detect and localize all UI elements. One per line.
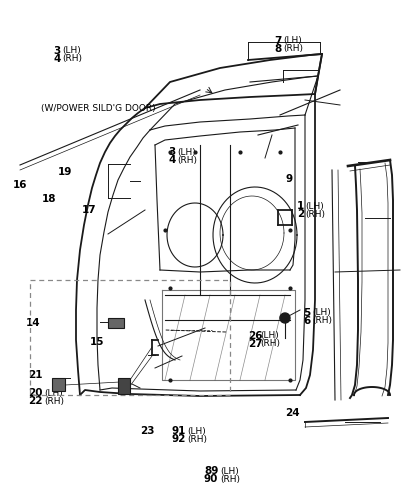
Bar	[52, 378, 65, 391]
Text: 16: 16	[13, 180, 28, 190]
Bar	[118, 378, 130, 394]
Text: 90: 90	[204, 474, 218, 484]
Text: 8: 8	[274, 44, 282, 54]
Text: 5: 5	[304, 308, 311, 318]
Text: 89: 89	[204, 466, 218, 476]
Text: (RH): (RH)	[312, 316, 332, 325]
Bar	[108, 318, 124, 328]
Text: 9: 9	[286, 174, 293, 184]
Text: 27: 27	[248, 339, 263, 349]
Text: 7: 7	[274, 36, 282, 46]
Text: (LH): (LH)	[305, 202, 324, 211]
Text: 15: 15	[90, 337, 104, 347]
Text: (RH): (RH)	[62, 54, 82, 63]
Text: (LH): (LH)	[283, 36, 302, 45]
Text: 92: 92	[171, 434, 186, 444]
Text: 4: 4	[53, 54, 60, 64]
Text: (RH): (RH)	[260, 339, 280, 348]
Text: (LH): (LH)	[220, 467, 239, 476]
Text: 17: 17	[82, 205, 96, 215]
Text: (LH): (LH)	[62, 46, 81, 55]
Text: (RH): (RH)	[220, 475, 240, 484]
Text: (RH): (RH)	[177, 156, 197, 165]
Text: (RH): (RH)	[44, 397, 64, 406]
Bar	[30, 280, 230, 395]
Text: 19: 19	[58, 167, 73, 177]
Text: 23: 23	[140, 426, 154, 436]
Text: (RH): (RH)	[187, 435, 207, 444]
Text: 4: 4	[168, 155, 175, 165]
Text: (LH): (LH)	[187, 427, 206, 436]
Text: 21: 21	[28, 371, 43, 380]
Text: 26: 26	[248, 331, 263, 341]
Text: 6: 6	[304, 316, 311, 326]
Text: (RH): (RH)	[305, 210, 325, 219]
Text: (LH): (LH)	[177, 148, 196, 157]
Text: 3: 3	[168, 147, 175, 157]
Text: 3: 3	[53, 46, 60, 56]
Text: 2: 2	[297, 209, 304, 219]
Circle shape	[280, 313, 290, 323]
Text: (RH): (RH)	[283, 44, 303, 53]
Text: (LH): (LH)	[260, 331, 279, 340]
Text: (LH): (LH)	[312, 308, 331, 317]
Text: 20: 20	[28, 388, 43, 398]
Text: 1: 1	[297, 201, 304, 211]
Text: (W/POWER SILD'G DOOR): (W/POWER SILD'G DOOR)	[41, 104, 155, 113]
Text: 24: 24	[286, 408, 300, 418]
Text: 18: 18	[42, 194, 56, 204]
Text: 14: 14	[25, 318, 40, 328]
Text: (LH): (LH)	[44, 389, 63, 398]
Text: 22: 22	[28, 396, 43, 406]
Text: 91: 91	[171, 426, 186, 436]
